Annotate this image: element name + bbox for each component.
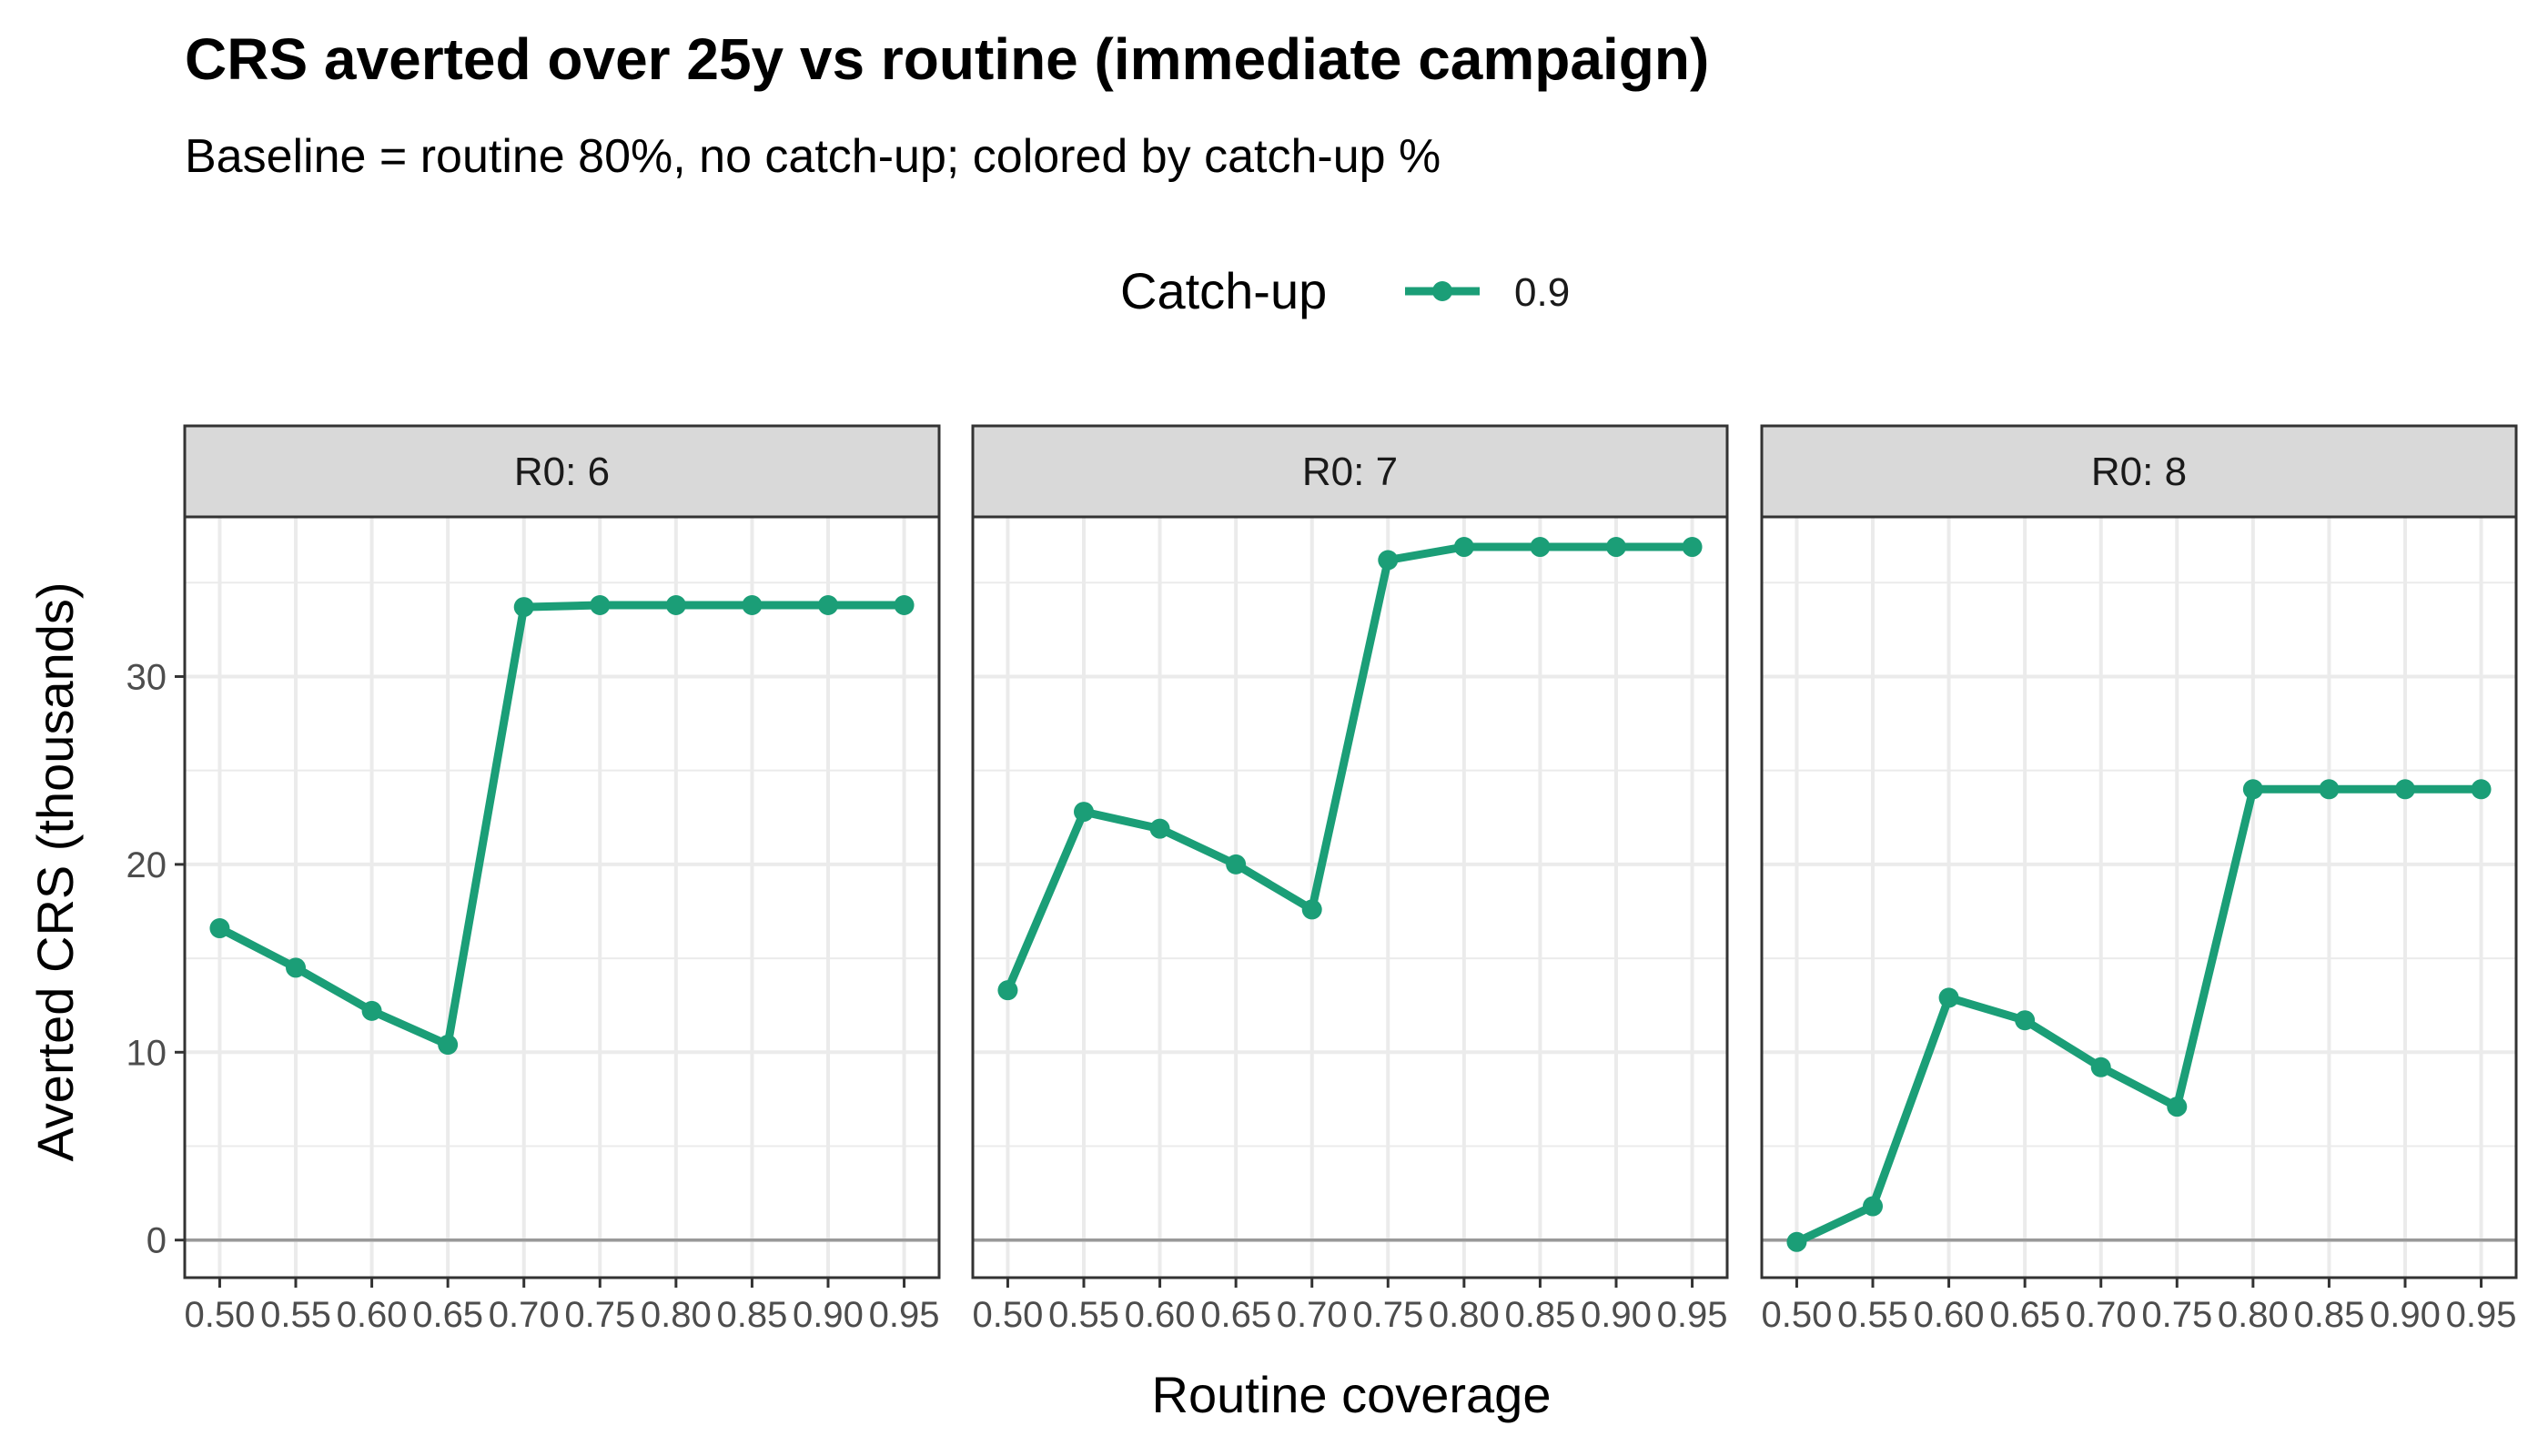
data-point <box>361 1000 382 1021</box>
data-point <box>1863 1196 1884 1217</box>
x-tick-label: 0.90 <box>793 1295 864 1335</box>
x-tick-label: 0.80 <box>641 1295 712 1335</box>
x-tick-label: 0.55 <box>1837 1295 1908 1335</box>
data-point <box>1938 987 1959 1008</box>
data-point <box>2090 1057 2111 1077</box>
data-point <box>286 957 307 978</box>
y-tick-label: 0 <box>147 1221 167 1261</box>
x-tick-label: 0.60 <box>1914 1295 1985 1335</box>
data-point <box>2015 1010 2036 1031</box>
x-tick-label: 0.85 <box>2293 1295 2364 1335</box>
x-tick-label: 0.55 <box>1048 1295 1119 1335</box>
x-tick-label: 0.55 <box>260 1295 331 1335</box>
x-tick-label: 0.60 <box>337 1295 408 1335</box>
x-tick-label: 0.80 <box>1429 1295 1500 1335</box>
panel-background <box>1762 517 2516 1278</box>
facet-strip <box>971 424 1729 519</box>
series-line <box>1004 542 1693 992</box>
panel-background <box>973 517 1727 1278</box>
data-point <box>2394 779 2415 800</box>
data-point <box>1786 1231 1807 1252</box>
facet-label: R0: 6 <box>514 450 610 494</box>
legend-key-point <box>1432 281 1452 301</box>
data-point <box>2471 779 2492 800</box>
y-axis-title: Averted CRS (thousands) <box>26 581 84 1161</box>
x-tick-label: 0.95 <box>1657 1295 1728 1335</box>
facet-strip <box>1760 424 2518 519</box>
data-point <box>209 918 230 939</box>
chart-subtitle: Baseline = routine 80%, no catch-up; col… <box>185 130 1441 183</box>
panel-background <box>185 517 939 1278</box>
data-point <box>1378 550 1399 571</box>
x-tick-label: 0.75 <box>2141 1295 2212 1335</box>
data-point <box>1226 854 1247 875</box>
data-point <box>513 597 534 618</box>
x-axis-title: Routine coverage <box>1152 1366 1552 1423</box>
legend: Catch-up 0.9 <box>1120 262 1570 319</box>
y-tick-label: 20 <box>126 845 167 885</box>
data-point <box>1301 899 1322 920</box>
data-point <box>997 980 1018 1001</box>
data-point <box>742 595 763 616</box>
x-tick-label: 0.65 <box>1200 1295 1271 1335</box>
facet-label: R0: 8 <box>2091 450 2187 494</box>
y-tick-label: 30 <box>126 657 167 697</box>
data-point <box>817 595 838 616</box>
data-point <box>438 1035 459 1056</box>
facet-label: R0: 7 <box>1302 450 1398 494</box>
data-point <box>1605 537 1626 558</box>
x-tick-label: 0.50 <box>973 1295 1044 1335</box>
x-tick-label: 0.95 <box>869 1295 940 1335</box>
legend-label: 0.9 <box>1514 270 1570 315</box>
x-tick-label: 0.95 <box>2446 1295 2517 1335</box>
x-tick-label: 0.85 <box>716 1295 787 1335</box>
x-tick-label: 0.60 <box>1125 1295 1196 1335</box>
x-tick-label: 0.50 <box>185 1295 256 1335</box>
data-point <box>2319 779 2340 800</box>
facet-strip <box>183 424 941 519</box>
facet-panel: R0: 70.50 0.55 0.60 0.65 0.70 0.75 0.80 0.85 0.9… <box>971 424 1729 1335</box>
data-point <box>1453 537 1474 558</box>
x-tick-label: 0.70 <box>1277 1295 1348 1335</box>
x-tick-label: 0.70 <box>2066 1295 2137 1335</box>
data-point <box>1530 537 1551 558</box>
data-point <box>590 595 611 616</box>
x-tick-label: 0.65 <box>1989 1295 2060 1335</box>
facet-panel: R0: 80.50 0.55 0.60 0.65 0.70 0.75 0.80 0.85 0.9… <box>1760 424 2518 1335</box>
data-point <box>1682 537 1703 558</box>
x-tick-label: 0.85 <box>1504 1295 1575 1335</box>
data-point <box>2242 779 2263 800</box>
data-point <box>894 595 915 616</box>
data-point <box>665 595 686 616</box>
series-line <box>1795 784 2482 1246</box>
x-tick-label: 0.75 <box>1352 1295 1423 1335</box>
x-tick-label: 0.50 <box>1762 1295 1833 1335</box>
series-line <box>217 601 905 1049</box>
x-tick-label: 0.65 <box>412 1295 483 1335</box>
x-tick-label: 0.90 <box>2370 1295 2441 1335</box>
x-tick-label: 0.75 <box>564 1295 635 1335</box>
y-tick-label: 10 <box>126 1033 167 1073</box>
x-tick-label: 0.90 <box>1581 1295 1652 1335</box>
chart-title: CRS averted over 25y vs routine (immedia… <box>185 26 1709 92</box>
facet-panels: R0: 60.50 0.55 0.60 0.65 0.70 0.75 0.80 0.85 0.9… <box>126 424 2518 1335</box>
facet-panel: R0: 60.50 0.55 0.60 0.65 0.70 0.75 0.80 0.85 0.9… <box>126 424 941 1335</box>
x-tick-label: 0.70 <box>489 1295 560 1335</box>
legend-title: Catch-up <box>1120 262 1327 319</box>
data-point <box>1149 818 1170 839</box>
data-point <box>1074 802 1095 823</box>
x-tick-label: 0.80 <box>2218 1295 2289 1335</box>
data-point <box>2167 1097 2188 1117</box>
